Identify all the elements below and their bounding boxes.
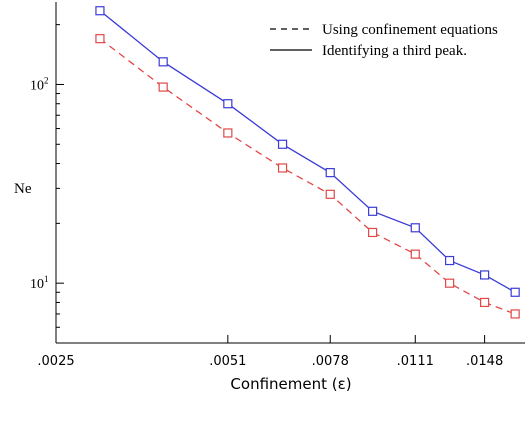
series-1 [95, 6, 520, 297]
data-point [445, 255, 455, 266]
axes: 101 102 .0025 .0051 .0078 .0111 .0148 [30, 2, 525, 369]
data-point [410, 249, 420, 259]
data-point [223, 99, 233, 109]
y-tick-label: 102 [30, 75, 49, 93]
data-point [325, 189, 335, 199]
x-tick-label: .0025 [37, 354, 74, 369]
x-tick-label: .0148 [466, 354, 503, 369]
y-tick-label: 101 [30, 274, 49, 292]
data-point [510, 287, 520, 297]
y-axis-label: Ne [14, 181, 32, 197]
data-point [95, 6, 105, 16]
data-point [325, 168, 335, 178]
series-2 [95, 34, 520, 319]
data-point [410, 223, 420, 233]
data-point [480, 270, 490, 280]
data-point [480, 297, 490, 308]
legend-label: Using confinement equations [322, 22, 498, 38]
legend-label: Identifying a third peak. [322, 43, 467, 59]
data-point [223, 128, 233, 138]
legend: Using confinement equations Identifying a… [270, 22, 498, 59]
series-line [99, 38, 516, 315]
data-point [277, 139, 288, 149]
plot-area [95, 6, 520, 319]
data-point [95, 34, 105, 44]
data-point [158, 82, 168, 92]
x-tick-label: .0051 [209, 354, 246, 369]
data-point [510, 309, 520, 319]
data-point [158, 57, 168, 67]
x-tick-label: .0078 [312, 354, 349, 369]
x-axis-label: Confinement (ε) [230, 375, 351, 393]
x-tick-label: .0111 [397, 354, 434, 369]
data-point [445, 278, 455, 288]
data-point [368, 206, 378, 216]
data-point [368, 227, 378, 238]
series-line [99, 10, 516, 293]
data-point [277, 163, 288, 173]
